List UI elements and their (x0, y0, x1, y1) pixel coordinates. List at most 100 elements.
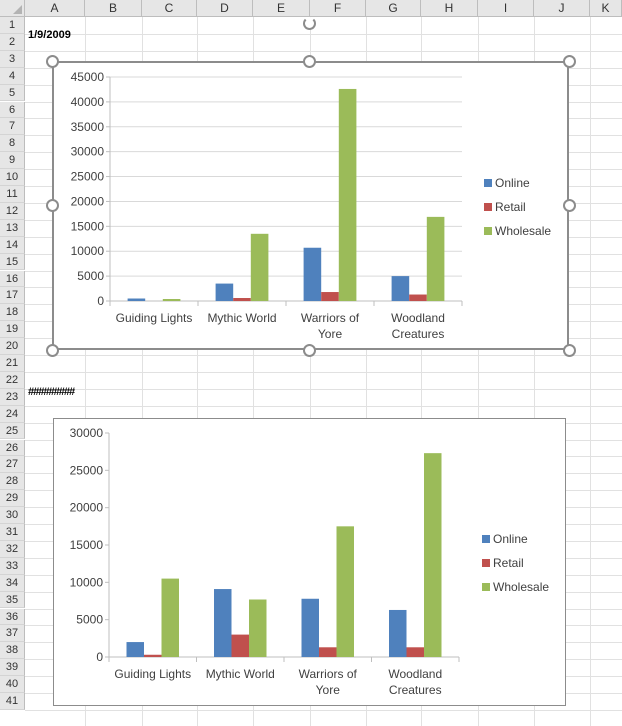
row-header-9[interactable]: 9 (0, 152, 25, 170)
column-header-a[interactable]: A (25, 0, 85, 17)
bar-retail-mythic-world[interactable] (233, 298, 251, 301)
column-header-f[interactable]: F (310, 0, 366, 17)
row-header-25[interactable]: 25 (0, 422, 25, 440)
resize-handle-top-middle[interactable] (303, 55, 316, 68)
bar-retail-guiding-lights[interactable] (144, 654, 162, 657)
legend-item-retail[interactable]: Retail (484, 200, 526, 214)
row-header-23[interactable]: 23 (0, 388, 25, 406)
category-label-line: Woodland (388, 667, 442, 681)
resize-handle-bottom-middle[interactable] (303, 344, 316, 357)
bar-online-warriors-of-yore[interactable] (303, 247, 322, 301)
resize-handle-bottom-right[interactable] (563, 344, 576, 357)
row-header-39[interactable]: 39 (0, 659, 25, 677)
column-header-g[interactable]: G (366, 0, 421, 17)
bar-retail-woodland-creatures[interactable] (409, 294, 427, 301)
row-header-22[interactable]: 22 (0, 371, 25, 389)
chart-legend[interactable]: Online Retail Wholesale (484, 176, 551, 238)
resize-handle-bottom-left[interactable] (46, 344, 59, 357)
bar-retail-mythic-world[interactable] (231, 634, 250, 657)
row-header-21[interactable]: 21 (0, 355, 25, 372)
bar-retail-warriors-of-yore[interactable] (319, 647, 337, 657)
row-header-37[interactable]: 37 (0, 625, 25, 643)
row-header-6[interactable]: 6 (0, 101, 25, 119)
column-header-b[interactable]: B (85, 0, 142, 17)
column-header-e[interactable]: E (253, 0, 310, 17)
resize-handle-offscreen-object[interactable] (303, 17, 316, 30)
column-header-k[interactable]: K (590, 0, 622, 17)
chart-selected-sales[interactable]: 0 5000 10000 15000 20000 25000 30000 35000 40000… (52, 61, 569, 350)
column-header-h[interactable]: H (421, 0, 478, 17)
row-header-29[interactable]: 29 (0, 490, 25, 508)
legend-item-wholesale[interactable]: Wholesale (482, 580, 549, 594)
row-header-20[interactable]: 20 (0, 338, 25, 355)
column-header-i[interactable]: I (478, 0, 534, 17)
row-header-30[interactable]: 30 (0, 507, 25, 524)
row-header-1[interactable]: 1 (0, 17, 25, 34)
column-header-c[interactable]: C (142, 0, 197, 17)
row-header-31[interactable]: 31 (0, 524, 25, 541)
cell-a22[interactable]: ######### (28, 386, 75, 398)
row-header-33[interactable]: 33 (0, 557, 25, 575)
row-header-7[interactable]: 7 (0, 118, 25, 136)
column-header-j[interactable]: J (534, 0, 590, 17)
row-header-12[interactable]: 12 (0, 202, 25, 220)
row-header-24[interactable]: 24 (0, 405, 25, 423)
row-header-17[interactable]: 17 (0, 287, 25, 305)
row-header-4[interactable]: 4 (0, 67, 25, 85)
bar-online-warriors-of-yore[interactable] (301, 598, 320, 657)
bar-online-mythic-world[interactable] (215, 283, 234, 301)
row-header-19[interactable]: 19 (0, 321, 25, 339)
chart-sales[interactable]: 0 5000 10000 15000 20000 25000 30000 Guiding Li… (53, 418, 566, 706)
resize-handle-middle-right[interactable] (563, 199, 576, 212)
row-header-2[interactable]: 2 (0, 33, 25, 51)
row-header-32[interactable]: 32 (0, 540, 25, 558)
bar-online-mythic-world[interactable] (214, 589, 232, 657)
row-header-27[interactable]: 27 (0, 456, 25, 474)
resize-handle-middle-left[interactable] (46, 199, 59, 212)
row-header-38[interactable]: 38 (0, 642, 25, 660)
bar-online-woodland-creatures[interactable] (391, 276, 410, 301)
cell-a1[interactable]: 1/9/2009 (28, 29, 71, 41)
bar-wholesale-warriors-of-yore[interactable] (336, 526, 355, 657)
bar-online-guiding-lights[interactable] (126, 642, 145, 657)
row-header-8[interactable]: 8 (0, 135, 25, 153)
row-header-11[interactable]: 11 (0, 186, 25, 203)
bar-wholesale-guiding-lights[interactable] (162, 299, 181, 301)
row-header-41[interactable]: 41 (0, 693, 25, 710)
row-header-28[interactable]: 28 (0, 473, 25, 491)
column-gridline (534, 17, 535, 726)
chart-legend[interactable]: Online Retail Wholesale (482, 532, 549, 594)
row-header-36[interactable]: 36 (0, 608, 25, 626)
legend-item-wholesale[interactable]: Wholesale (484, 224, 551, 238)
row-header-14[interactable]: 14 (0, 236, 25, 254)
row-header-26[interactable]: 26 (0, 439, 25, 457)
bar-wholesale-warriors-of-yore[interactable] (338, 88, 357, 301)
bar-retail-warriors-of-yore[interactable] (321, 292, 339, 301)
select-all-corner[interactable] (0, 0, 25, 17)
bar-online-guiding-lights[interactable] (127, 298, 146, 301)
row-header-16[interactable]: 16 (0, 270, 25, 288)
resize-handle-top-right[interactable] (563, 55, 576, 68)
row-header-18[interactable]: 18 (0, 304, 25, 322)
resize-handle-top-left[interactable] (46, 55, 59, 68)
bar-wholesale-mythic-world[interactable] (249, 599, 267, 657)
legend-item-online[interactable]: Online (482, 532, 528, 546)
bar-retail-woodland-creatures[interactable] (406, 647, 425, 657)
row-header-10[interactable]: 10 (0, 169, 25, 186)
row-header-3[interactable]: 3 (0, 50, 25, 68)
bar-online-woodland-creatures[interactable] (389, 609, 407, 657)
row-header-15[interactable]: 15 (0, 253, 25, 271)
row-header-34[interactable]: 34 (0, 574, 25, 592)
column-header-d[interactable]: D (197, 0, 253, 17)
row-header-35[interactable]: 35 (0, 591, 25, 609)
bar-wholesale-woodland-creatures[interactable] (426, 216, 445, 301)
bar-wholesale-guiding-lights[interactable] (161, 578, 180, 657)
row-header-5[interactable]: 5 (0, 84, 25, 102)
legend-item-retail[interactable]: Retail (482, 556, 524, 570)
bar-wholesale-woodland-creatures[interactable] (424, 453, 442, 657)
row-header-13[interactable]: 13 (0, 219, 25, 237)
bar-wholesale-mythic-world[interactable] (250, 233, 269, 301)
row-header-40[interactable]: 40 (0, 676, 25, 693)
legend-item-online[interactable]: Online (484, 176, 530, 190)
